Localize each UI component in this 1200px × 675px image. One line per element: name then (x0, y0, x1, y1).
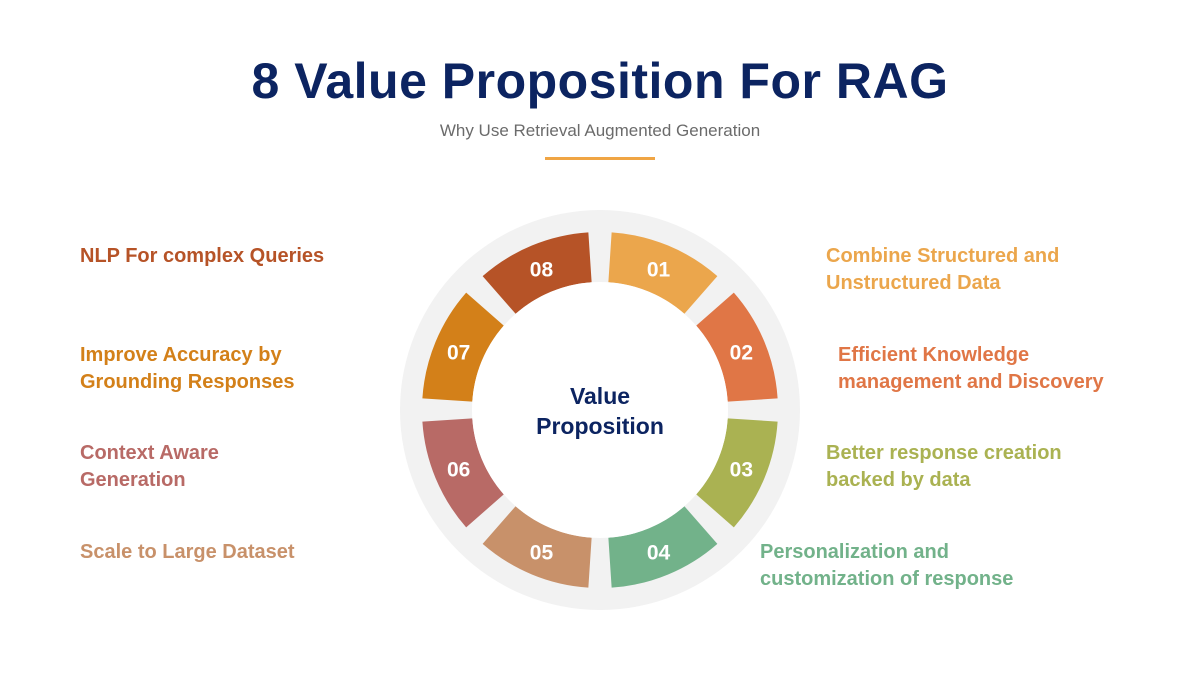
value-label-05: Scale to Large Dataset (80, 539, 295, 566)
segment-number-05: 05 (530, 541, 554, 564)
value-label-06: Context Aware Generation (80, 440, 219, 494)
value-label-01: Combine Structured and Unstructured Data (826, 243, 1059, 297)
value-label-line: Scale to Large Dataset (80, 541, 295, 563)
segment-number-06: 06 (447, 459, 470, 482)
value-label-line: Unstructured Data (826, 272, 1001, 294)
wheel-center (472, 282, 728, 538)
value-label-04: Personalization and customization of resp… (760, 539, 1013, 593)
page-subtitle: Why Use Retrieval Augmented Generation (439, 121, 761, 140)
value-label-line: Efficient Knowledge (838, 344, 1030, 366)
value-label-line: backed by data (826, 469, 971, 491)
value-label-02: Efficient Knowledge management and Discov… (838, 342, 1104, 396)
wheel-segment-08 (482, 232, 592, 314)
wheel-segment-07 (422, 292, 504, 402)
value-label-line: Generation (80, 469, 186, 491)
value-label-line: management and Discovery (838, 371, 1104, 393)
segment-number-03: 03 (730, 459, 753, 482)
wheel-segment-06 (422, 418, 504, 528)
segment-number-04: 04 (647, 541, 671, 564)
value-label-08: NLP For complex Queries (80, 243, 324, 270)
wheel-segment-02 (696, 292, 778, 402)
value-label-line: Improve Accuracy by (80, 344, 282, 366)
value-label-line: Combine Structured and (826, 245, 1060, 267)
value-label-line: Personalization and (760, 541, 949, 563)
value-label-line: Context Aware (80, 442, 219, 464)
wheel-segment-04 (608, 506, 718, 588)
title-underline (545, 157, 655, 160)
value-label-line: NLP For complex Queries (80, 245, 325, 267)
segment-number-07: 07 (447, 341, 470, 364)
value-label-line: customization of response (760, 568, 1014, 590)
wheel-segment-03 (696, 418, 778, 528)
segment-number-01: 01 (647, 259, 671, 282)
value-label-line: Grounding Responses (80, 371, 295, 393)
wheel-segment-05 (482, 506, 592, 588)
center-label-line1: Value (570, 383, 630, 409)
segment-number-08: 08 (530, 259, 554, 282)
wheel-segments: 01 02 03 04 05 06 07 08 (422, 232, 778, 588)
value-label-03: Better response creation backed by data (826, 440, 1062, 494)
value-label-07: Improve Accuracy by Grounding Responses (80, 342, 294, 396)
wheel-segment-01 (608, 232, 718, 314)
page-title: 8 Value Proposition For RAG (251, 53, 949, 109)
segment-number-02: 02 (730, 341, 753, 364)
center-label-line2: Proposition (536, 413, 664, 439)
value-label-line: Better response creation (826, 442, 1062, 464)
